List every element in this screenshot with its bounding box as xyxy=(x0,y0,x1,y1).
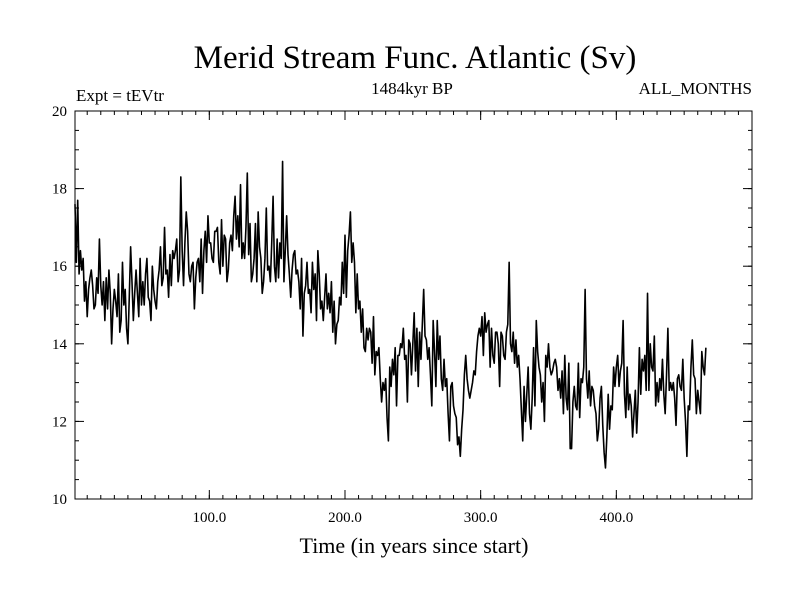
x-tick-label: 300.0 xyxy=(464,510,498,526)
series-layer xyxy=(74,160,707,469)
x-tick-label: 400.0 xyxy=(599,510,633,526)
y-tick-label: 20 xyxy=(52,104,67,120)
axis-ticks: 100.0 200.0 300.0 400.0 10 12 14 16 18 20 xyxy=(52,104,753,526)
experiment-label: Expt = tEVtr xyxy=(76,86,164,105)
y-tick-label: 18 xyxy=(52,182,67,198)
chart-title: Merid Stream Func. Atlantic (Sv) xyxy=(194,40,637,76)
y-tick-label: 16 xyxy=(52,259,68,275)
x-tick-label: 100.0 xyxy=(192,510,226,526)
y-tick-label: 12 xyxy=(52,414,67,430)
y-tick-label: 10 xyxy=(52,492,67,508)
x-tick-label: 200.0 xyxy=(328,510,362,526)
x-axis-label: Time (in years since start) xyxy=(300,533,529,558)
months-label: ALL_MONTHS xyxy=(639,79,752,98)
plot-frame xyxy=(74,110,753,500)
period-label: 1484kyr BP xyxy=(371,79,453,98)
series-line xyxy=(74,160,707,469)
y-tick-label: 14 xyxy=(52,337,68,353)
